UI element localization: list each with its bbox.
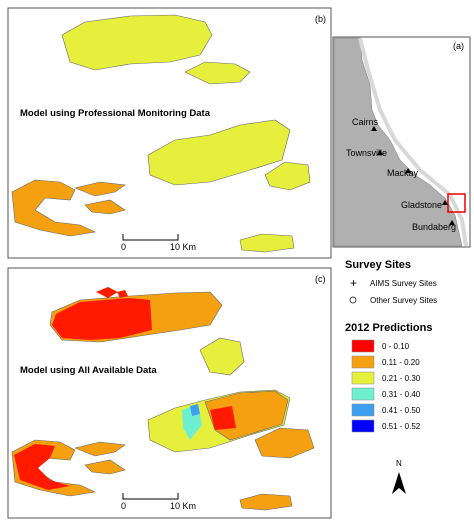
panel-title: Model using All Available Data	[20, 365, 157, 376]
arrow	[392, 472, 406, 494]
panel-label: (b)	[315, 14, 326, 24]
scale-bar	[122, 234, 179, 241]
zone	[14, 444, 70, 490]
north-arrow: N	[392, 459, 406, 494]
land	[333, 37, 463, 247]
legend-item: 0.31 - 0.40	[382, 390, 421, 399]
scale-bar	[122, 493, 179, 500]
north-label: N	[396, 459, 402, 468]
panel-label: (a)	[453, 41, 464, 51]
zone	[210, 406, 236, 430]
island	[184, 61, 251, 85]
other-symbol	[349, 296, 357, 304]
place: Cairns	[352, 117, 379, 127]
legend: Survey Sites + AIMS Survey Sites Other S…	[345, 259, 437, 433]
panel-c: (c) Model using All Available Data 0 10 …	[7, 267, 332, 519]
zone	[96, 287, 128, 298]
legend-item: 0 - 0.10	[382, 342, 410, 351]
island	[61, 14, 213, 71]
legend-item: 0.11 - 0.20	[382, 358, 420, 367]
legend-item: AIMS Survey Sites	[370, 279, 437, 288]
zone	[52, 298, 152, 340]
island	[199, 337, 245, 376]
legend-title: Survey Sites	[345, 259, 411, 271]
island	[264, 161, 311, 191]
panel-label: (c)	[315, 274, 326, 284]
legend-swatch	[351, 371, 375, 385]
place-markers	[371, 126, 455, 225]
scale-label: 10 Km	[170, 501, 196, 511]
panel-b: (b) Model using Professional Monitoring …	[7, 7, 332, 259]
place: Townsville	[346, 148, 387, 158]
legend-item: Other Survey Sites	[370, 296, 437, 305]
legend-item: 0.21 - 0.30	[382, 374, 421, 383]
island	[74, 181, 126, 197]
island	[254, 427, 315, 459]
scale-label: 10 Km	[170, 242, 196, 252]
reef	[358, 37, 468, 247]
island	[84, 459, 126, 475]
place: Mackay	[387, 168, 419, 178]
island	[84, 199, 126, 215]
legend-swatch	[351, 387, 375, 401]
panel-a: (a) Cairns Townsville Mackay Gladstone B…	[332, 36, 471, 248]
panel-title: Model using Professional Monitoring Data	[20, 108, 211, 119]
scale-label: 0	[121, 242, 126, 252]
legend-item: 0.51 - 0.52	[382, 422, 421, 431]
legend-swatch	[351, 355, 375, 369]
legend-swatch	[351, 339, 375, 353]
aims-symbol: +	[350, 276, 357, 290]
legend-swatch	[351, 419, 375, 433]
legend-swatch	[351, 403, 375, 417]
island	[74, 441, 126, 457]
legend-title: 2012 Predictions	[345, 322, 432, 334]
zone	[190, 404, 200, 416]
island	[11, 179, 97, 237]
scale-label: 0	[121, 501, 126, 511]
island	[239, 233, 295, 253]
inset-box	[447, 193, 466, 213]
legend-item: 0.41 - 0.50	[382, 406, 421, 415]
island	[239, 493, 293, 511]
place: Bundaberg	[412, 222, 456, 232]
island	[147, 119, 291, 186]
place: Gladstone	[401, 200, 442, 210]
